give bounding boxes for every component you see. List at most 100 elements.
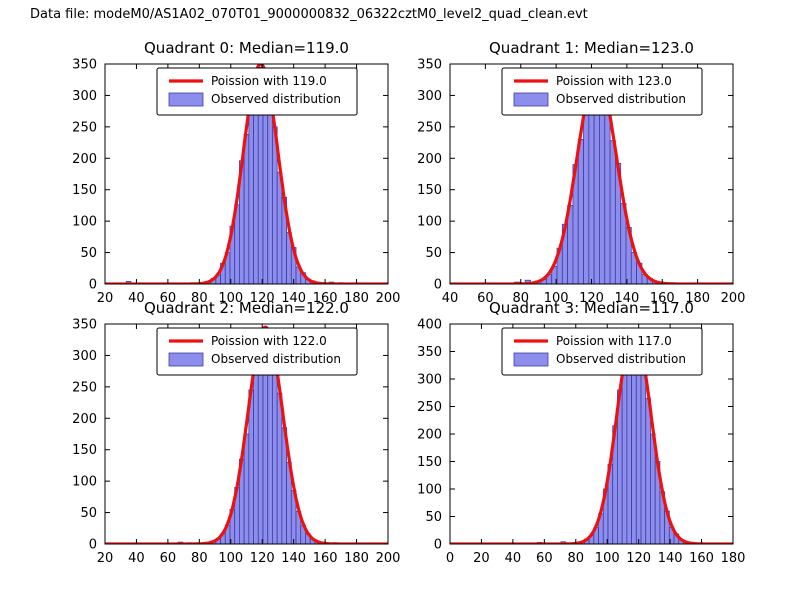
x-tick-label: 100 [218,551,243,566]
y-tick-label: 350 [72,318,97,333]
x-tick-label: 120 [579,291,604,306]
legend-box [501,327,703,376]
y-tick-label: 0 [89,538,97,553]
x-tick-label: 80 [512,291,529,306]
x-tick-label: 180 [344,551,369,566]
figure-title: Data file: modeM0/AS1A02_070T01_90000008… [30,7,588,22]
y-tick-label: 50 [80,506,97,521]
y-tick-label: 200 [72,152,97,167]
legend: Poission with 123.0 Observed distribution [501,67,703,116]
y-tick-label: 200 [72,412,97,427]
x-tick-label: 140 [281,551,306,566]
y-tick-label: 350 [417,58,442,73]
y-tick-label: 100 [72,215,97,230]
histogram-bar [640,364,647,544]
poisson-curve [105,325,388,544]
x-tick-label: 60 [160,291,177,306]
x-tick-label: 40 [128,291,145,306]
x-tick-label: 200 [376,291,401,306]
x-tick-label: 20 [97,291,114,306]
histogram-bar [267,104,273,284]
x-tick-label: 0 [446,551,454,566]
histogram-bar [243,134,250,284]
quadrant-0-chart: Quadrant 0: Median=119.0 20 40 60 80 100 120 14… [72,39,401,306]
legend-hist-label: Observed distribution [556,352,686,366]
legend: Poission with 122.0 Observed distribution [156,327,358,376]
histogram-bar [276,171,283,284]
x-tick-label: 40 [505,551,522,566]
x-tick-label: 100 [218,291,243,306]
histogram-bar [253,361,259,544]
y-tick-label: 200 [417,428,442,443]
y-tick-label: 250 [72,120,97,135]
histogram-bar [577,139,584,284]
histogram-bar [272,364,278,544]
x-tick-label: 60 [477,291,494,306]
x-tick-label: 180 [721,551,746,566]
histogram-bar [626,351,632,544]
y-tick-label: 300 [72,89,97,104]
y-tick-label: 150 [72,183,97,198]
y-tick-label: 300 [417,373,442,388]
subplot-title: Quadrant 3: Median=117.0 [489,299,694,317]
y-tick-label: 250 [417,400,442,415]
x-tick-label: 140 [614,291,639,306]
legend-hist-sample [513,352,549,367]
legend-curve-label: Poission with 119.0 [211,74,327,88]
x-tick-label: 80 [191,291,208,306]
legend-hist-sample [168,352,204,367]
y-tick-label: 0 [434,538,442,553]
histogram-bar [621,373,628,544]
y-tick-label: 100 [417,215,442,230]
observed-distribution-bars [125,66,344,284]
histogram-bar [645,397,651,544]
histogram-bar [276,392,283,544]
legend-curve-label: Poission with 117.0 [556,334,672,348]
x-tick-label: 60 [536,551,553,566]
subplot-title: Quadrant 1: Median=123.0 [489,39,694,57]
axes-frame [104,63,389,285]
histogram-bar [248,95,254,284]
x-tick-label: 200 [376,551,401,566]
axes-frame [104,323,389,545]
y-tick-label: 400 [417,318,442,333]
x-tick-label: 80 [191,551,208,566]
y-tick-label: 150 [417,455,442,470]
legend-box [501,67,703,116]
x-tick-label: 80 [568,551,585,566]
y-tick-label: 0 [89,278,97,293]
y-tick-label: 250 [417,120,442,135]
histogram-bar [583,98,590,284]
y-tick-label: 0 [434,278,442,293]
observed-distribution-bars [514,73,675,284]
quadrant-3-chart: Quadrant 3: Median=117.0 0 20 40 60 80 100 120 1… [417,299,746,566]
legend-curve-label: Poission with 122.0 [211,334,327,348]
quadrant-2-chart: Quadrant 2: Median=122.0 20 40 60 80 100 120 14… [72,299,401,566]
x-tick-label: 20 [97,551,114,566]
x-tick-label: 140 [281,291,306,306]
y-tick-label: 200 [417,152,442,167]
histogram-bar [635,345,642,544]
x-tick-label: 20 [473,551,490,566]
x-tick-label: 160 [313,551,338,566]
x-tick-label: 100 [595,551,620,566]
y-tick-label: 150 [72,443,97,458]
legend-hist-sample [513,92,549,107]
observed-distribution-bars [177,329,339,544]
x-tick-label: 120 [250,291,275,306]
subplot-title: Quadrant 0: Median=119.0 [144,39,349,57]
y-tick-label: 350 [417,345,442,360]
histogram-bar [609,140,616,284]
histogram-bar [604,107,611,284]
y-tick-label: 50 [425,510,442,525]
histogram-bar [593,91,600,284]
x-tick-label: 60 [160,551,177,566]
histogram-bar [243,433,250,544]
legend: Poission with 119.0 Observed distribution [156,67,358,116]
y-tick-label: 100 [417,483,442,498]
x-tick-label: 160 [313,291,338,306]
legend-hist-label: Observed distribution [211,92,341,106]
legend-hist-label: Observed distribution [556,92,686,106]
y-tick-label: 150 [417,183,442,198]
